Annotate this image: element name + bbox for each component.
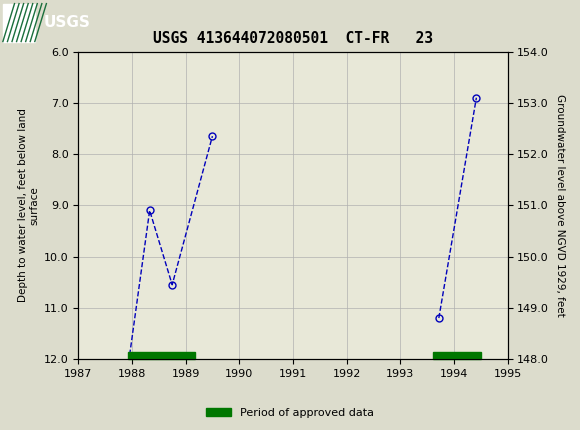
Title: USGS 413644072080501  CT-FR   23: USGS 413644072080501 CT-FR 23 bbox=[153, 31, 433, 46]
FancyBboxPatch shape bbox=[3, 3, 35, 42]
Bar bbox=[433, 353, 481, 359]
Text: USGS: USGS bbox=[44, 15, 90, 30]
Legend: Period of approved data: Period of approved data bbox=[202, 403, 378, 422]
Bar bbox=[128, 353, 195, 359]
Y-axis label: Groundwater level above NGVD 1929, feet: Groundwater level above NGVD 1929, feet bbox=[554, 94, 565, 317]
Y-axis label: Depth to water level, feet below land
surface: Depth to water level, feet below land su… bbox=[18, 108, 39, 302]
